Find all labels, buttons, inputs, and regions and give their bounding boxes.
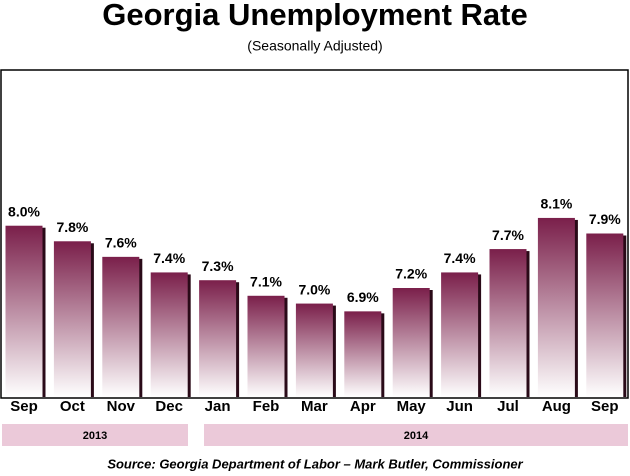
- source-note: Source: Georgia Department of Labor – Ma…: [107, 456, 523, 471]
- x-tick-label: Apr: [350, 398, 376, 415]
- value-label: 7.4%: [444, 250, 476, 266]
- value-label: 6.9%: [347, 289, 379, 305]
- x-tick-label: Sep: [10, 398, 38, 415]
- x-tick-label: Oct: [60, 398, 85, 415]
- x-tick-label: Mar: [301, 398, 328, 415]
- x-tick-label: Dec: [155, 398, 183, 415]
- x-tick-label: Sep: [591, 398, 619, 415]
- x-tick-label: Jul: [497, 398, 519, 415]
- bar: [537, 217, 575, 397]
- year-band: [204, 424, 628, 446]
- value-label: 7.3%: [202, 258, 234, 274]
- x-tick-label: Jan: [205, 398, 231, 415]
- bar: [150, 272, 188, 397]
- bar: [5, 225, 43, 397]
- x-tick-label: Feb: [253, 398, 280, 415]
- value-label: 8.0%: [8, 203, 40, 219]
- value-label: 7.7%: [492, 227, 524, 243]
- chart-subtitle: (Seasonally Adjusted): [247, 38, 382, 54]
- value-label: 7.4%: [153, 250, 185, 266]
- bar: [295, 303, 333, 397]
- value-label: 7.1%: [250, 273, 282, 289]
- value-label: 7.6%: [105, 235, 137, 251]
- bar: [441, 272, 479, 397]
- chart-title: Georgia Unemployment Rate: [102, 0, 527, 32]
- x-tick-label: Nov: [107, 398, 136, 415]
- bar: [344, 311, 382, 397]
- bar: [102, 256, 140, 397]
- x-tick-label: Aug: [542, 398, 571, 415]
- value-label: 7.2%: [395, 266, 427, 282]
- year-label: 2014: [404, 430, 429, 442]
- value-label: 7.9%: [589, 211, 621, 227]
- x-tick-label: May: [397, 398, 427, 415]
- bar: [586, 233, 624, 397]
- value-label: 7.8%: [56, 219, 88, 235]
- x-tick-label: Jun: [446, 398, 473, 415]
- bar: [489, 249, 527, 397]
- year-band: [2, 424, 188, 446]
- bar: [247, 295, 285, 397]
- year-label: 2013: [83, 430, 107, 442]
- value-label: 8.1%: [540, 196, 572, 212]
- plot-frame: [0, 69, 629, 399]
- value-label: 7.0%: [298, 281, 330, 297]
- bar: [199, 280, 237, 397]
- bar: [392, 288, 430, 397]
- bar: [53, 241, 91, 397]
